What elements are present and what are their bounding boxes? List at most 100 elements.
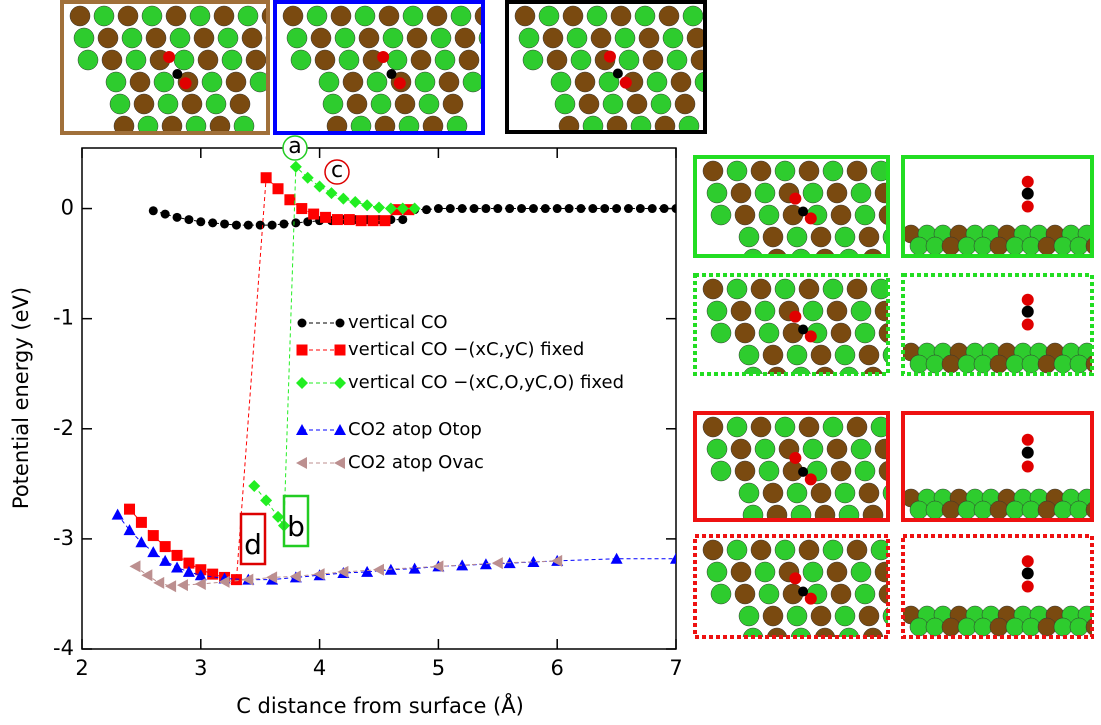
atom xyxy=(350,115,372,133)
atom xyxy=(694,71,705,93)
atoms xyxy=(702,539,888,670)
marker xyxy=(218,575,230,588)
atom xyxy=(791,366,811,374)
atom xyxy=(702,160,724,182)
atom xyxy=(850,561,872,583)
marker xyxy=(671,204,676,214)
atom xyxy=(789,451,802,464)
marker xyxy=(600,204,610,214)
marker xyxy=(398,215,408,225)
atom xyxy=(766,504,788,520)
atom xyxy=(874,300,888,322)
marker xyxy=(659,204,669,214)
atom xyxy=(846,278,868,300)
marker xyxy=(528,204,538,214)
marker xyxy=(267,220,277,230)
atom xyxy=(711,28,731,48)
atom xyxy=(726,160,748,182)
atom xyxy=(514,5,536,27)
marker xyxy=(408,202,421,215)
atom xyxy=(804,592,817,605)
atom xyxy=(153,71,175,93)
atoms xyxy=(903,433,1092,520)
atom xyxy=(867,389,887,409)
atom xyxy=(734,460,756,482)
plot-frame xyxy=(81,147,677,650)
atom xyxy=(738,482,760,504)
atom xyxy=(878,583,888,605)
atom xyxy=(822,416,844,438)
marker xyxy=(301,171,314,184)
atom xyxy=(1021,200,1034,213)
atom xyxy=(654,115,676,132)
atom xyxy=(462,71,483,93)
atom xyxy=(1005,617,1025,637)
marker xyxy=(194,569,207,581)
atom xyxy=(843,650,863,670)
atom xyxy=(826,438,848,460)
marker xyxy=(159,554,172,566)
annotation: c xyxy=(331,158,343,183)
atom xyxy=(710,322,732,344)
atom xyxy=(846,160,868,182)
marker xyxy=(266,571,278,584)
atom xyxy=(989,354,1009,374)
marker xyxy=(527,556,540,568)
atom xyxy=(810,482,832,504)
atom xyxy=(830,583,852,605)
atom xyxy=(730,561,752,583)
legend-label: vertical CO xyxy=(348,312,448,333)
atom xyxy=(378,5,400,27)
plot-area xyxy=(111,160,676,593)
atom xyxy=(839,248,859,256)
atom xyxy=(839,366,859,374)
atoms xyxy=(69,5,268,133)
marker xyxy=(135,536,148,548)
atom xyxy=(989,617,1009,637)
atom xyxy=(213,5,235,27)
atom xyxy=(870,160,888,182)
y-tick-label: -1 xyxy=(53,306,74,330)
atom xyxy=(1021,433,1034,446)
panel-frame xyxy=(901,411,1094,522)
marker xyxy=(313,180,326,193)
atom xyxy=(426,5,448,27)
marker xyxy=(171,549,183,561)
atoms xyxy=(903,555,1092,637)
marker xyxy=(159,541,171,553)
x-tick-label: 2 xyxy=(75,656,88,680)
panel-frame xyxy=(60,0,270,135)
y-tick-label: -2 xyxy=(53,416,74,440)
atom xyxy=(1021,555,1034,568)
marker xyxy=(141,569,153,582)
marker xyxy=(481,204,491,214)
atom xyxy=(957,236,977,256)
atom xyxy=(165,5,187,27)
atom xyxy=(217,27,239,49)
atom xyxy=(418,93,440,115)
atom xyxy=(758,583,780,605)
atom xyxy=(810,344,832,366)
atom xyxy=(406,27,428,49)
x-tick-label: 5 xyxy=(432,656,445,680)
atom xyxy=(1037,354,1057,374)
atom xyxy=(754,561,776,583)
marker xyxy=(124,503,136,515)
atom xyxy=(125,49,147,71)
marker xyxy=(231,220,241,230)
marker xyxy=(335,318,345,328)
atom xyxy=(747,650,767,670)
atom xyxy=(141,5,163,27)
atom xyxy=(173,49,195,71)
atom xyxy=(682,5,704,27)
marker xyxy=(123,524,136,536)
atom xyxy=(771,389,791,409)
atom xyxy=(854,204,876,226)
y-tick-label: -4 xyxy=(53,636,74,660)
atom xyxy=(710,460,732,482)
atom xyxy=(674,93,696,115)
marker xyxy=(320,211,332,223)
atom xyxy=(690,49,705,71)
atom xyxy=(754,300,776,322)
atom xyxy=(795,389,815,409)
